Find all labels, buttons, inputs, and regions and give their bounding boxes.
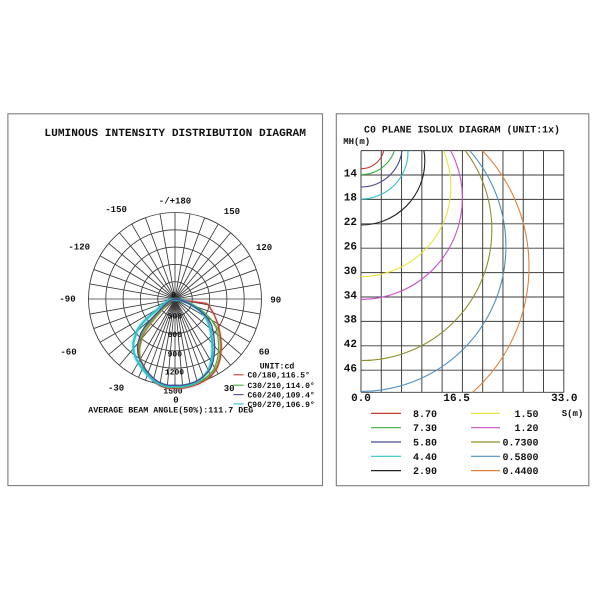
svg-text:-/+180: -/+180 <box>159 197 191 207</box>
svg-text:0.0: 0.0 <box>351 393 371 405</box>
svg-text:1200: 1200 <box>165 368 184 377</box>
svg-text:16.5: 16.5 <box>443 393 470 405</box>
svg-text:150: 150 <box>224 207 240 217</box>
svg-text:30: 30 <box>344 266 357 278</box>
svg-text:C60/240,109.4°: C60/240,109.4° <box>248 392 315 401</box>
svg-text:600: 600 <box>168 331 183 340</box>
svg-text:1.50: 1.50 <box>514 410 538 421</box>
svg-text:C30/210,114.0°: C30/210,114.0° <box>248 382 315 391</box>
svg-text:0.5800: 0.5800 <box>502 453 538 464</box>
svg-text:90: 90 <box>270 295 281 305</box>
svg-text:-90: -90 <box>59 294 75 304</box>
svg-text:0.7300: 0.7300 <box>502 439 538 450</box>
svg-text:-60: -60 <box>60 348 76 358</box>
svg-text:AVERAGE BEAM ANGLE(50%):111.7: AVERAGE BEAM ANGLE(50%):111.7 DEG <box>88 406 253 416</box>
svg-text:46: 46 <box>344 364 357 376</box>
svg-text:4.40: 4.40 <box>413 453 437 464</box>
svg-text:8.70: 8.70 <box>413 410 437 421</box>
svg-text:0: 0 <box>171 292 176 301</box>
svg-text:-120: -120 <box>68 243 90 253</box>
svg-text:MH(m): MH(m) <box>343 137 370 147</box>
svg-text:0.4400: 0.4400 <box>502 467 538 478</box>
svg-text:S(m): S(m) <box>562 409 584 419</box>
svg-text:300: 300 <box>168 313 183 322</box>
svg-text:30: 30 <box>224 384 235 394</box>
svg-text:2.90: 2.90 <box>413 467 437 478</box>
svg-text:38: 38 <box>344 315 358 327</box>
svg-text:60: 60 <box>259 348 270 358</box>
svg-text:C90/270,106.9°: C90/270,106.9° <box>248 401 315 410</box>
svg-text:42: 42 <box>344 339 357 351</box>
svg-text:22: 22 <box>344 217 357 229</box>
svg-text:5.80: 5.80 <box>413 439 437 450</box>
svg-text:900: 900 <box>168 350 183 359</box>
svg-text:1.20: 1.20 <box>514 424 538 435</box>
svg-text:7.30: 7.30 <box>413 424 437 435</box>
svg-text:UNIT:cd: UNIT:cd <box>260 361 295 371</box>
svg-text:0: 0 <box>173 396 178 406</box>
svg-text:34: 34 <box>344 290 358 302</box>
svg-text:C0/180,116.5°: C0/180,116.5° <box>248 372 310 381</box>
svg-text:14: 14 <box>344 168 358 180</box>
svg-text:18: 18 <box>344 193 358 205</box>
svg-text:LUMINOUS INTENSITY DISTRIBUTIO: LUMINOUS INTENSITY DISTRIBUTION DIAGRAM <box>44 128 306 140</box>
svg-text:120: 120 <box>256 243 272 253</box>
svg-text:1500: 1500 <box>163 387 182 396</box>
svg-text:C0 PLANE ISOLUX DIAGRAM (UNIT:: C0 PLANE ISOLUX DIAGRAM (UNIT:1x) <box>364 125 560 137</box>
svg-text:26: 26 <box>344 242 357 254</box>
svg-text:33.0: 33.0 <box>551 393 577 405</box>
svg-text:-150: -150 <box>105 205 127 215</box>
svg-text:-30: -30 <box>108 384 124 394</box>
